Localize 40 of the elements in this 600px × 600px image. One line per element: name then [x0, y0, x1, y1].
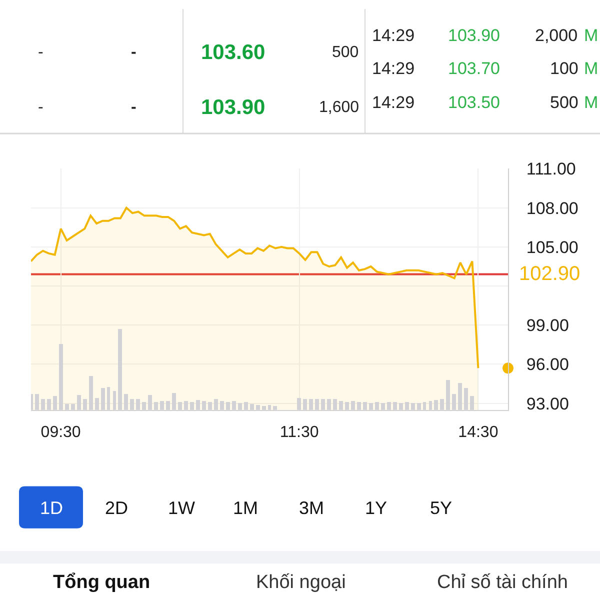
text: -	[38, 44, 44, 61]
category-label: 5Y	[430, 498, 452, 518]
text: 14:29	[372, 59, 415, 78]
ref-line-label: 102.90	[519, 263, 580, 285]
x-tick-label: 14:30	[458, 424, 498, 442]
text: 1,600	[319, 99, 360, 116]
text: Khối ngoại	[256, 572, 346, 593]
text: M	[584, 59, 598, 78]
category-label: 2D	[105, 498, 128, 518]
text: -	[131, 44, 136, 61]
text: -	[131, 99, 136, 116]
text: 500	[550, 93, 578, 112]
text: Chỉ số tài chính	[437, 572, 568, 593]
text: 103.60	[201, 41, 266, 64]
text: Tổng quan	[53, 572, 150, 593]
y-tick-label: 105.00	[526, 238, 578, 257]
category-label: 1D	[40, 498, 64, 518]
text: 500	[332, 44, 359, 61]
text: 100	[550, 59, 578, 78]
text: 14:29	[372, 26, 415, 45]
y-tick-label: 108.00	[526, 198, 578, 218]
category-label: 1W	[168, 498, 196, 518]
y-tick-label: 111.00	[526, 160, 576, 179]
y-tick-label: 96.00	[526, 355, 569, 374]
text: 103.90	[201, 96, 266, 119]
text: M	[584, 93, 598, 112]
category-label: 3M	[299, 498, 324, 518]
x-tick-label: 09:30	[40, 424, 81, 442]
text: 14:29	[372, 93, 415, 112]
category-label: 1Y	[365, 498, 388, 518]
x-tick-label: 11:30	[280, 424, 319, 442]
text: 103.70	[448, 59, 500, 78]
text: -	[38, 99, 44, 116]
y-tick-label: 99.00	[526, 316, 569, 336]
category-label: 1M	[233, 498, 258, 518]
text: 2,000	[535, 26, 578, 45]
y-tick-label: 93.00	[526, 394, 569, 414]
text: 103.90	[448, 26, 500, 45]
text: 103.50	[448, 93, 500, 112]
text: M	[584, 26, 598, 45]
